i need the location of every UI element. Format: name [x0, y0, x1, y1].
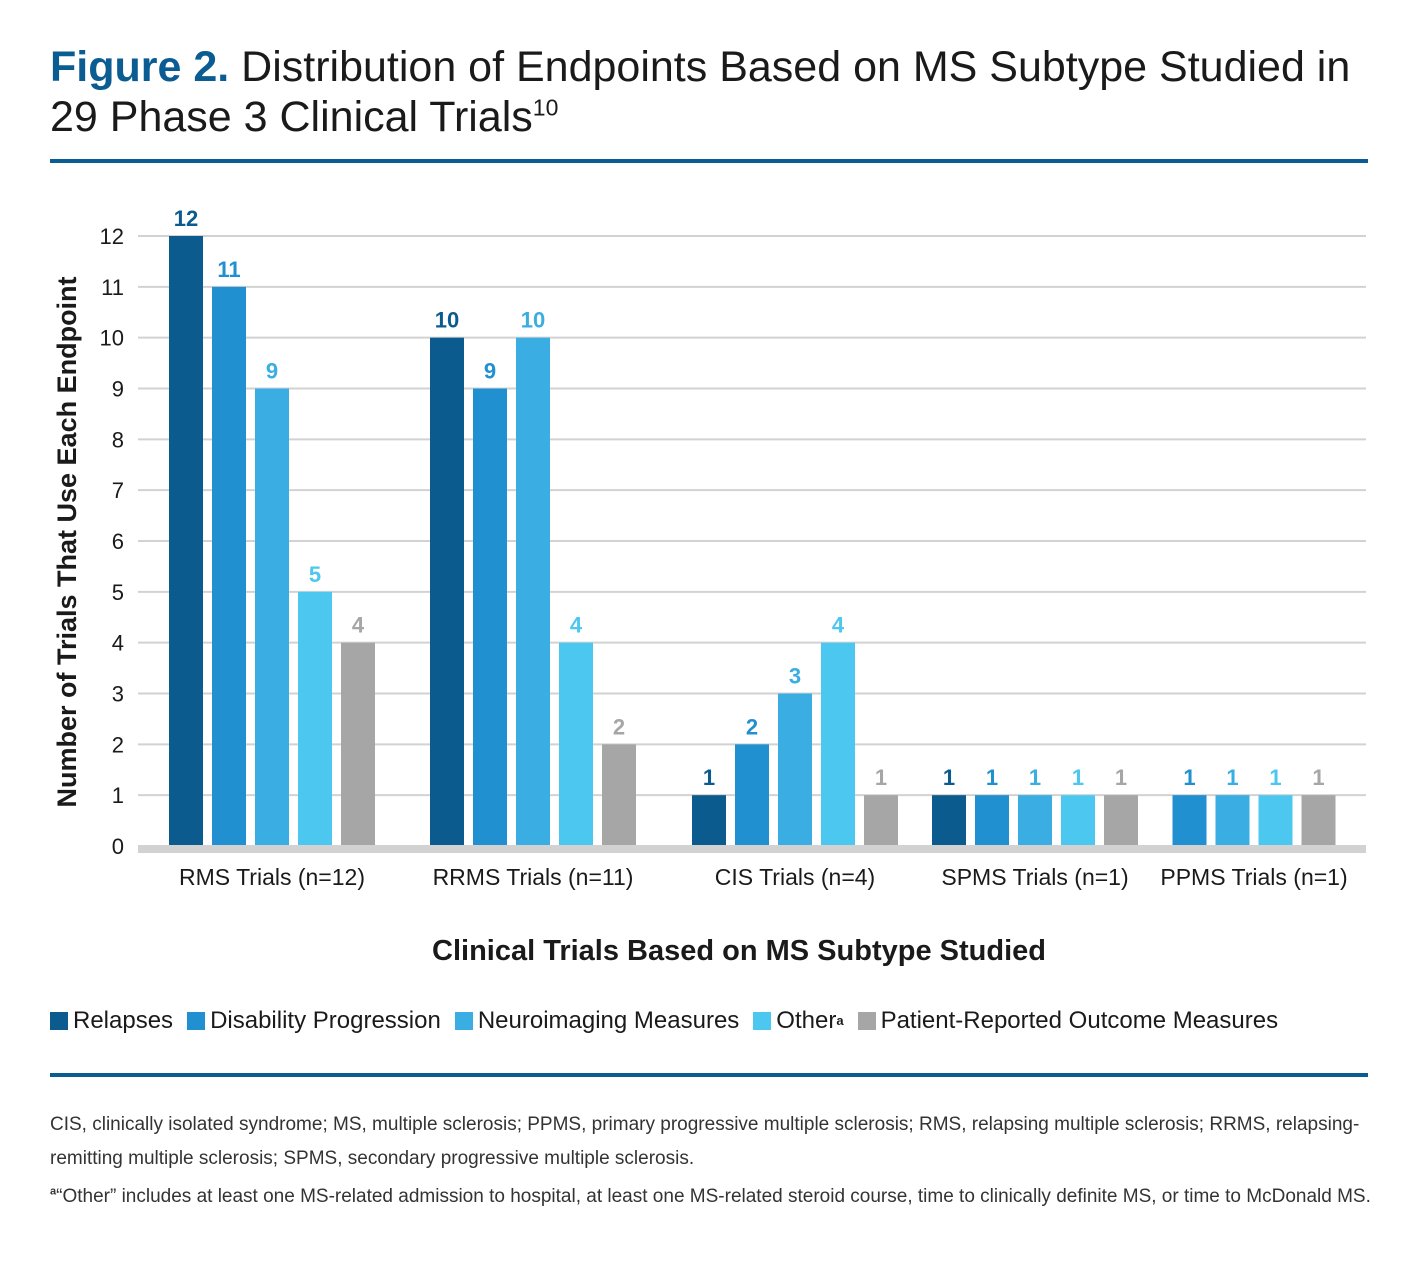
data-label: 4 — [352, 613, 365, 638]
category-label: PPMS Trials (n=1) — [1160, 864, 1347, 890]
data-label: 9 — [484, 359, 496, 384]
bar — [1215, 795, 1250, 846]
y-tick-label: 12 — [100, 224, 124, 249]
legend-swatch — [50, 1012, 68, 1030]
y-tick-label: 3 — [112, 682, 124, 707]
y-tick-label: 8 — [112, 427, 124, 452]
bar — [1061, 795, 1095, 846]
y-axis-title: Number of Trials That Use Each Endpoint — [52, 276, 82, 807]
bar — [1104, 795, 1138, 846]
legend-swatch — [454, 1012, 473, 1030]
y-tick-label: 5 — [112, 580, 124, 605]
figure-title-text: Distribution of Endpoints Based on MS Su… — [50, 43, 1351, 141]
legend-item: Neuroimaging Measures — [454, 1007, 740, 1035]
legend-label: Relapses — [73, 1007, 174, 1034]
bar — [298, 591, 332, 846]
bar — [212, 286, 246, 846]
legend-item: Other a — [753, 1007, 844, 1035]
y-tick-label: 4 — [112, 631, 124, 656]
y-tick-label: 11 — [101, 275, 124, 300]
data-label: 5 — [309, 562, 321, 587]
x-axis-baseline — [138, 845, 1366, 853]
bar — [1172, 795, 1207, 846]
data-label: 1 — [703, 765, 715, 790]
bar — [169, 236, 203, 846]
data-label: 1 — [1183, 765, 1195, 790]
data-label: 1 — [1312, 765, 1324, 790]
y-tick-label: 1 — [112, 783, 124, 808]
data-label: 1 — [1226, 765, 1238, 790]
bar — [255, 388, 289, 846]
footnote-marker: a — [50, 1185, 57, 1198]
figure-title: Figure 2. Distribution of Endpoints Base… — [50, 42, 1380, 142]
legend-label: Neuroimaging Measures — [477, 1007, 740, 1034]
data-label: 2 — [613, 714, 625, 739]
data-label: 1 — [986, 765, 998, 790]
y-tick-label: 10 — [100, 326, 124, 351]
footnotes: CIS, clinically isolated syndrome; MS, m… — [50, 1108, 1380, 1214]
bar — [1301, 795, 1336, 846]
top-divider — [50, 159, 1368, 163]
bar — [864, 795, 898, 846]
y-tick-label: 7 — [112, 478, 124, 503]
abbreviations-note: CIS, clinically isolated syndrome; MS, m… — [50, 1114, 1360, 1169]
legend-label: Other — [776, 1007, 837, 1034]
chart-legend: Relapses Disability Progression Neuroimagi… — [50, 1003, 1370, 1039]
bar — [778, 693, 812, 846]
legend-label: Disability Progression — [210, 1007, 441, 1034]
category-label: CIS Trials (n=4) — [715, 864, 875, 890]
bar — [692, 795, 726, 846]
bar — [559, 642, 593, 846]
bar — [932, 795, 966, 846]
bar — [341, 642, 375, 846]
data-label: 2 — [746, 714, 758, 739]
legend-item: Patient-Reported Outcome Measures — [857, 1007, 1279, 1035]
bar — [516, 337, 550, 846]
category-label: RRMS Trials (n=11) — [433, 864, 634, 890]
y-tick-label: 6 — [112, 529, 124, 554]
data-label: 1 — [875, 765, 887, 790]
y-tick-label: 2 — [112, 732, 124, 757]
legend-item: Relapses — [50, 1007, 173, 1035]
data-label: 11 — [217, 257, 240, 282]
bar — [975, 795, 1009, 846]
category-label: SPMS Trials (n=1) — [941, 864, 1128, 890]
data-label: 4 — [832, 613, 845, 638]
y-tick-label: 0 — [112, 834, 124, 859]
legend-swatch — [857, 1012, 876, 1030]
category-label: RMS Trials (n=12) — [179, 864, 365, 890]
data-label: 1 — [1269, 765, 1281, 790]
bar — [602, 744, 636, 846]
data-label: 4 — [570, 613, 583, 638]
y-tick-label: 9 — [112, 377, 124, 402]
data-label: 3 — [789, 664, 801, 689]
data-label: 9 — [266, 359, 278, 384]
figure-label: Figure 2. — [50, 43, 230, 91]
legend-swatch — [753, 1012, 772, 1030]
data-label: 1 — [1115, 765, 1127, 790]
legend-label: Patient-Reported Outcome Measures — [880, 1007, 1279, 1034]
footnote-text: “Other” includes at least one MS-related… — [56, 1186, 1371, 1207]
x-axis-title: Clinical Trials Based on MS Subtype Stud… — [432, 935, 1046, 967]
bar — [821, 642, 855, 846]
data-label: 1 — [1029, 765, 1041, 790]
bar — [430, 337, 464, 846]
legend-item: Disability Progression — [187, 1007, 441, 1035]
other-footnote: a“Other” includes at least one MS-relate… — [50, 1180, 1380, 1214]
data-label: 1 — [1072, 765, 1084, 790]
bar — [473, 388, 507, 846]
data-label: 1 — [943, 765, 955, 790]
bar — [1018, 795, 1052, 846]
bottom-divider — [50, 1073, 1368, 1077]
data-label: 10 — [521, 308, 545, 333]
legend-swatch — [187, 1012, 206, 1030]
data-label: 12 — [174, 206, 198, 231]
bar — [1258, 795, 1293, 846]
bar — [735, 744, 769, 846]
data-label: 10 — [435, 308, 459, 333]
title-reference: 10 — [532, 94, 559, 121]
